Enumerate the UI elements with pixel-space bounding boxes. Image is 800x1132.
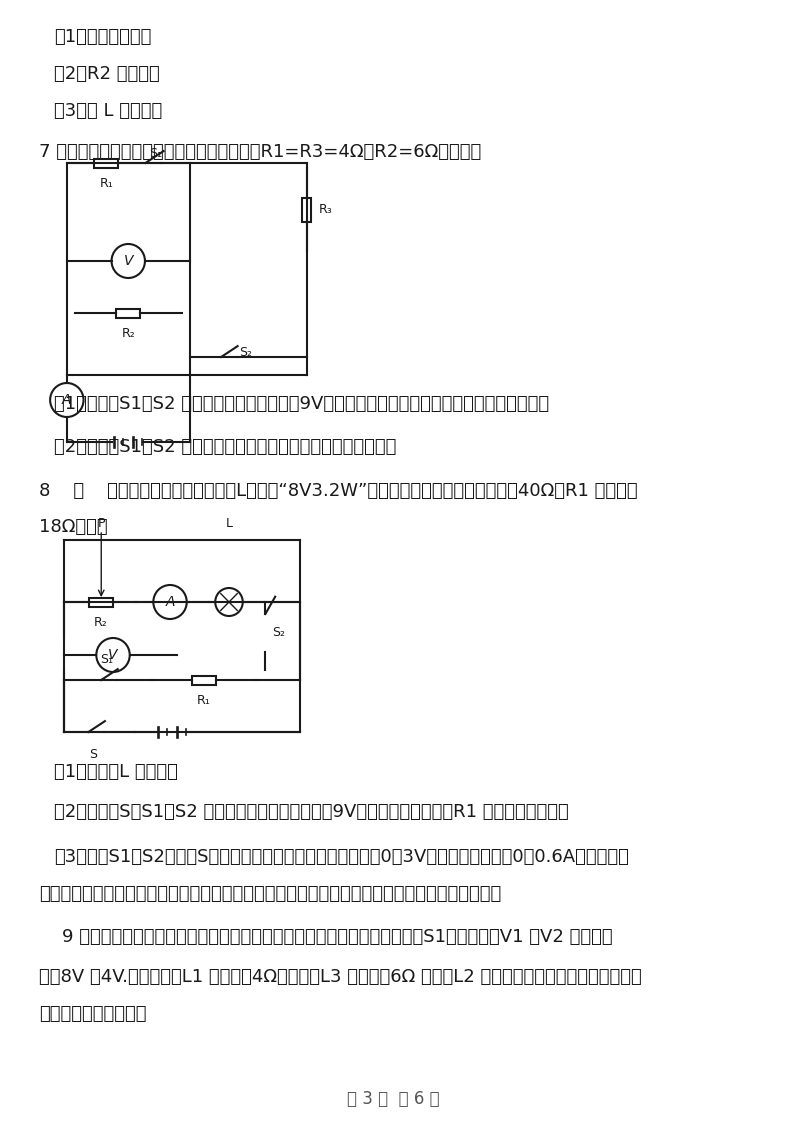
Text: 8    ．    在如图所示电路中，小灯泡L上标有“8V3.2W”字样，滑动变阳器的最大阱值为40Ω，R1 的阱值为: 8 ． 在如图所示电路中，小灯泡L上标有“8V3.2W”字样，滑动变阳器的最大阱… — [39, 482, 638, 500]
Text: （2）当开关S1、S2 都闭合时，电流表和电压表的示数各为多少？: （2）当开关S1、S2 都闭合时，电流表和电压表的示数各为多少？ — [54, 438, 397, 456]
Text: R₃: R₃ — [318, 203, 332, 216]
Text: 别为8V 和4V.已知小灯泡L1 的电阱为4Ω，小灯泡L3 的电阱为6Ω 小灯泡L2 电阱未知。（整个过程忽略温度对: 别为8V 和4V.已知小灯泡L1 的电阱为4Ω，小灯泡L3 的电阱为6Ω 小灯泡… — [39, 968, 642, 986]
Text: S₁: S₁ — [100, 653, 113, 666]
Text: R₁: R₁ — [197, 694, 211, 708]
Text: L: L — [226, 517, 233, 530]
Text: （3）灯 L 的电阱。: （3）灯 L 的电阱。 — [54, 102, 162, 120]
Text: 第 3 页  共 6 页: 第 3 页 共 6 页 — [347, 1090, 439, 1108]
Text: （1）当开关S1、S2 都断开时，电压表示数为9V，此时电流表的示数为多少，电源电压为多少？: （1）当开关S1、S2 都断开时，电压表示数为9V，此时电流表的示数为多少，电源… — [54, 395, 549, 413]
Text: 两表均不超过量程，且小灯泡两端的电压不超过其额定电压，滑动变阳器的阱值变化范围为多少？: 两表均不超过量程，且小灯泡两端的电压不超过其额定电压，滑动变阳器的阱值变化范围为… — [39, 885, 502, 903]
Text: S₂: S₂ — [272, 626, 286, 640]
Text: 7 ．如图所示的电路中，电源电压保持不变，R1=R3=4Ω，R2=6Ω，试求：: 7 ．如图所示的电路中，电源电压保持不变，R1=R3=4Ω，R2=6Ω，试求： — [39, 143, 482, 161]
Text: V: V — [123, 254, 133, 268]
Text: （3）断开S1、S2，闭合S，若接入电路中的电压表的量程改为0～3V，电流表的量程为0～0.6A，为了保证: （3）断开S1、S2，闭合S，若接入电路中的电压表的量程改为0～3V，电流表的量… — [54, 848, 629, 866]
Text: R₂: R₂ — [122, 327, 135, 340]
Text: R₁: R₁ — [99, 177, 113, 190]
Bar — [117, 309, 140, 317]
Text: （2）当开关S、S1、S2 均闭合时，电压表的示数为9V，求电源电压及电阱R1 上消耗的电功率。: （2）当开关S、S1、S2 均闭合时，电压表的示数为9V，求电源电压及电阱R1 … — [54, 803, 569, 821]
Text: 9 ．在如图所示的电路中，电源电压保持不变，小灯泡始终完好，当只闭合S1时，电压表V1 和V2 的示数分: 9 ．在如图所示的电路中，电源电压保持不变，小灯泡始终完好，当只闭合S1时，电压… — [39, 928, 613, 946]
Text: A: A — [166, 595, 174, 609]
Bar — [89, 598, 113, 607]
Text: 18Ω，求：: 18Ω，求： — [39, 518, 108, 535]
Text: V: V — [108, 648, 118, 662]
Text: S: S — [90, 748, 98, 761]
Text: （2）R2 的电阱；: （2）R2 的电阱； — [54, 65, 160, 83]
Text: （1）小灯泡L 的电阱。: （1）小灯泡L 的电阱。 — [54, 763, 178, 781]
Bar — [94, 158, 118, 168]
Bar — [302, 197, 311, 222]
Text: A: A — [62, 393, 71, 408]
Text: 灯丝电阱的影响）求：: 灯丝电阱的影响）求： — [39, 1005, 147, 1023]
Text: P: P — [98, 517, 105, 530]
Text: R₂: R₂ — [94, 616, 108, 629]
Bar — [192, 676, 216, 685]
Text: S₂: S₂ — [239, 346, 252, 359]
Text: （1）电源的电压；: （1）电源的电压； — [54, 28, 151, 46]
Text: S₁: S₁ — [149, 147, 162, 160]
